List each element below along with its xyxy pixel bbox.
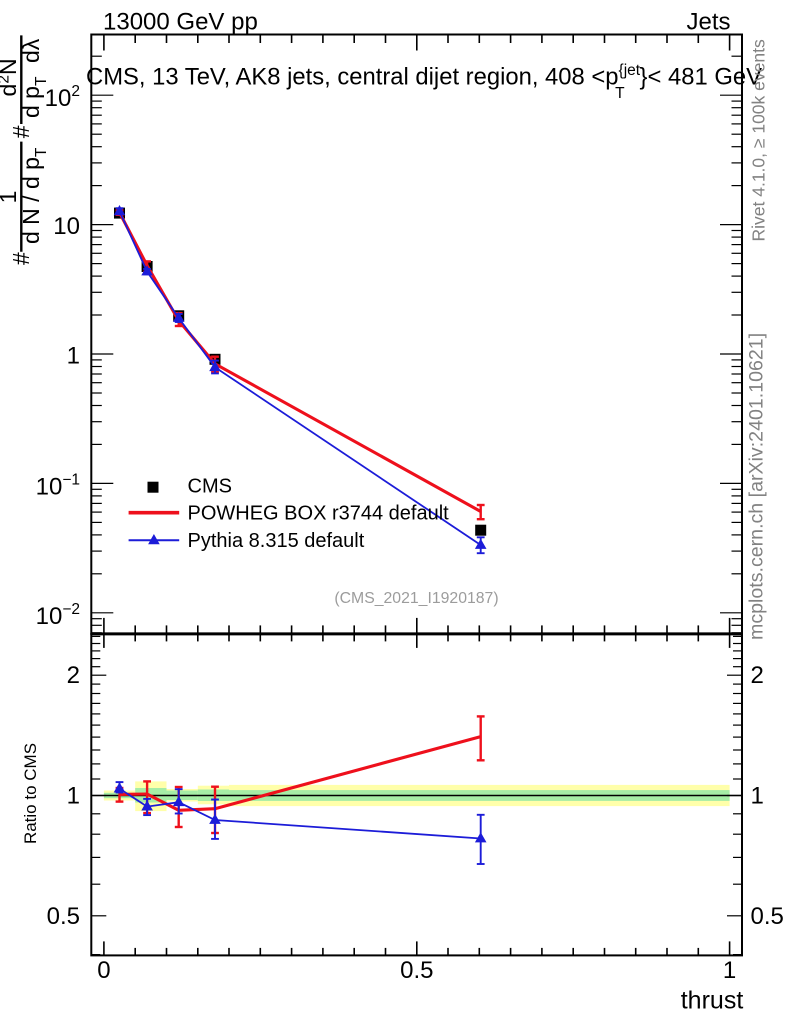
- svg-text:1: 1: [67, 343, 80, 370]
- svg-text:(CMS_2021_I1920187): (CMS_2021_I1920187): [334, 590, 498, 607]
- svg-text:#: #: [8, 125, 34, 138]
- svg-text:1: 1: [67, 783, 80, 810]
- svg-text:mcplots.cern.ch [arXiv:2401.10: mcplots.cern.ch [arXiv:2401.10621]: [746, 333, 768, 640]
- svg-text:0.5: 0.5: [751, 903, 784, 930]
- svg-text:1: 1: [723, 957, 736, 984]
- svg-text:Ratio to CMS: Ratio to CMS: [21, 743, 40, 844]
- svg-text:0.5: 0.5: [47, 903, 80, 930]
- svg-text:CMS: CMS: [188, 476, 232, 498]
- svg-text:1: 1: [751, 783, 764, 810]
- svg-text:Rivet 4.1.0, ≥ 100k events: Rivet 4.1.0, ≥ 100k events: [749, 39, 769, 241]
- svg-text:Pythia 8.315 default: Pythia 8.315 default: [188, 530, 365, 552]
- svg-text:0.5: 0.5: [400, 957, 433, 984]
- svg-text:0: 0: [97, 957, 110, 984]
- svg-text:POWHEG BOX r3744 default: POWHEG BOX r3744 default: [188, 503, 450, 525]
- svg-text:d2N: d2N: [0, 58, 21, 96]
- svg-text:thrust: thrust: [681, 987, 744, 1015]
- svg-text:1: 1: [0, 191, 21, 204]
- svg-text:#: #: [8, 252, 34, 265]
- svg-text:10: 10: [53, 213, 80, 240]
- svg-text:Jets: Jets: [686, 9, 730, 36]
- svg-text:13000 GeV pp: 13000 GeV pp: [103, 9, 258, 36]
- svg-text:2: 2: [67, 662, 80, 689]
- svg-text:2: 2: [751, 662, 764, 689]
